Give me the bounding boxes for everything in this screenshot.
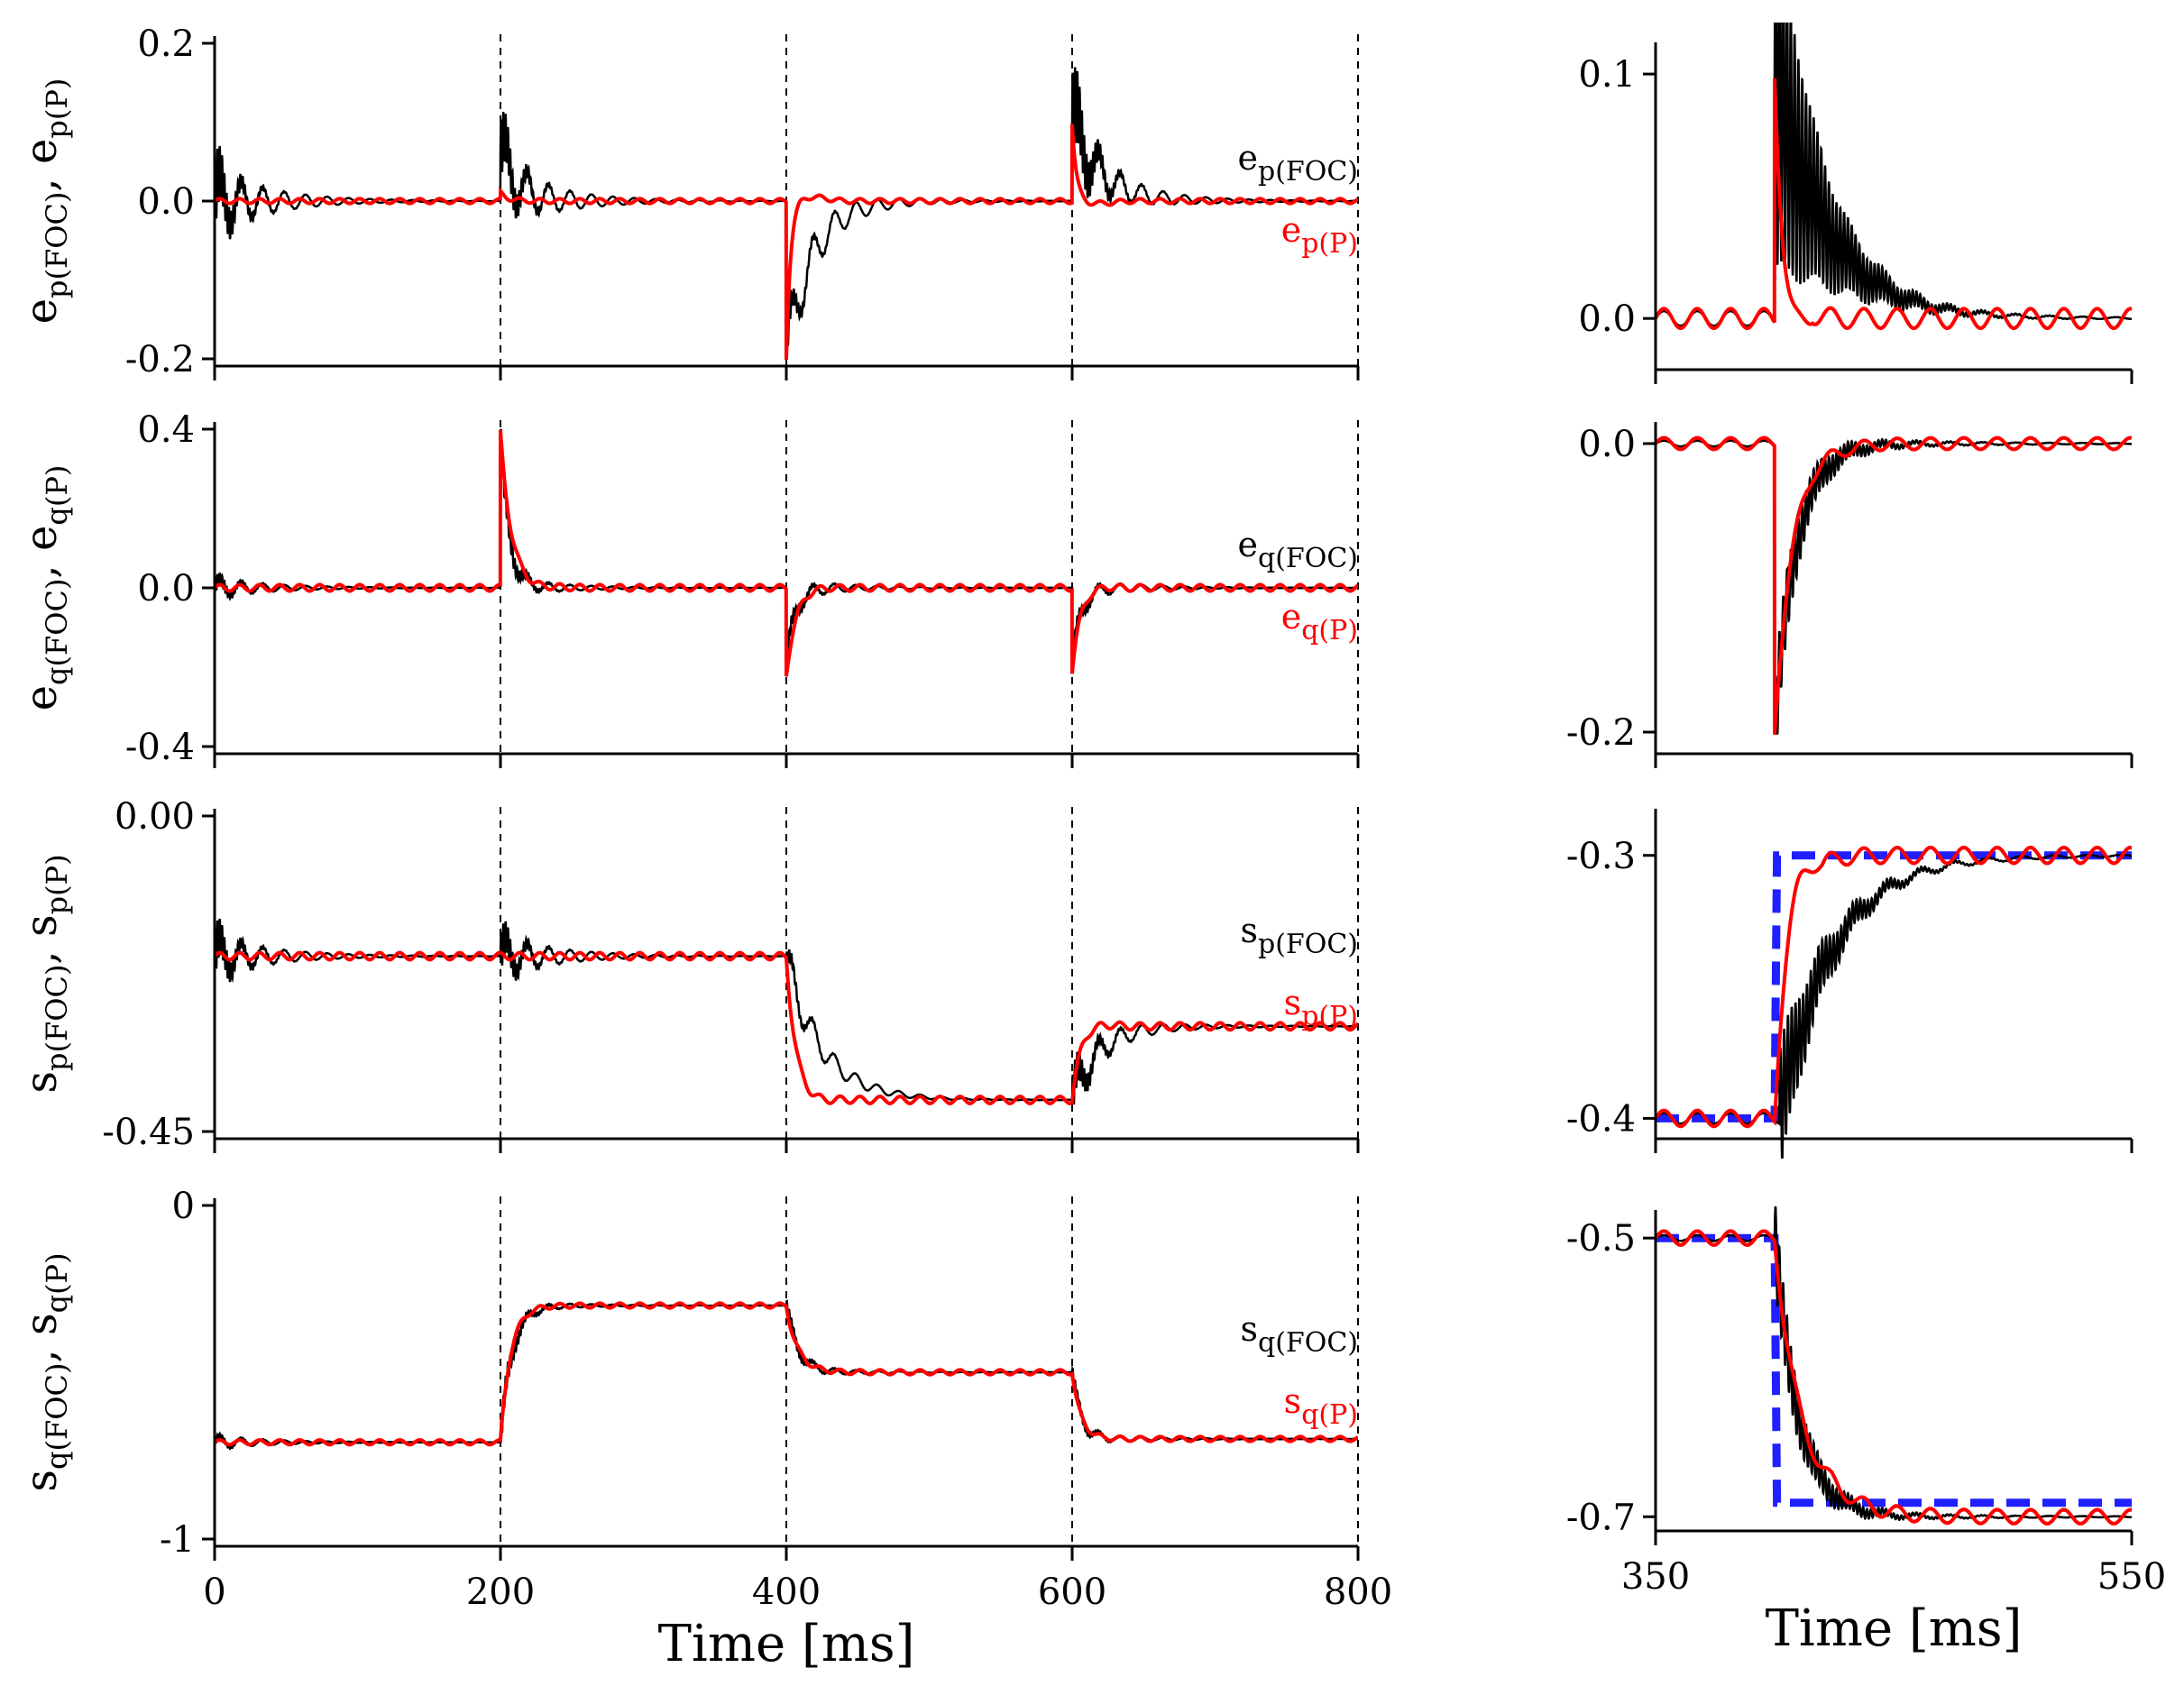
legend-main: s	[1284, 983, 1302, 1022]
y-label-mid: , e	[16, 526, 67, 579]
x-tick-label: 400	[752, 1571, 821, 1613]
legend-p: ep(P)	[1281, 210, 1358, 260]
y-tick-label: -0.2	[1566, 712, 1636, 754]
legend-main: s	[1284, 1381, 1302, 1421]
zoom-panel-1: 0.1 0.0	[1578, 23, 2134, 384]
legend-sub: p(P)	[1301, 1001, 1358, 1032]
foc-series	[1656, 437, 2132, 735]
x-tick-label: 550	[2097, 1556, 2166, 1598]
legend-main: e	[1238, 525, 1259, 564]
reference-series	[1656, 1233, 2132, 1507]
y-tick-label: -0.2	[125, 339, 195, 380]
legend-main: s	[1241, 911, 1259, 950]
x-tick-label: 0	[203, 1571, 225, 1613]
reference-series	[1656, 851, 2132, 1122]
panel-1: 0.20.0-0.2ep(FOC), ep(P)ep(FOC)ep(P)	[16, 23, 1360, 380]
y-tick-label: 0.0	[1578, 298, 1636, 340]
y-tick-label: -0.7	[1566, 1497, 1636, 1538]
y-tick-label: 0.1	[1578, 54, 1636, 96]
legend-main: e	[1238, 138, 1259, 178]
x-tick-label: 800	[1324, 1571, 1392, 1613]
y-tick-label: -1	[160, 1519, 195, 1561]
x-tick-label: 600	[1038, 1571, 1106, 1613]
legend-p: sq(P)	[1284, 1381, 1358, 1431]
y-tick-label: -0.5	[1566, 1218, 1636, 1260]
y-tick-label: 0	[172, 1186, 195, 1227]
y-label-main: e	[16, 298, 67, 324]
y-axis-title: ep(FOC), ep(P)	[16, 78, 74, 325]
y-label-sub1: p(FOC)	[40, 192, 74, 298]
y-label-sub1: q(FOC)	[40, 1363, 74, 1470]
legend-sub: q(FOC)	[1258, 1327, 1358, 1359]
y-tick-label: 0.0	[137, 181, 195, 223]
p-series	[215, 950, 1358, 1106]
p-series	[215, 1301, 1358, 1447]
legend-foc: sp(FOC)	[1241, 911, 1359, 960]
legend-sub: p(FOC)	[1258, 929, 1358, 960]
y-axis-title: sq(FOC), sq(P)	[16, 1252, 74, 1491]
legend-main: e	[1281, 210, 1302, 250]
y-tick-label: -0.4	[1566, 1098, 1636, 1140]
y-axis-title: sp(FOC), sp(P)	[16, 854, 74, 1093]
zoom-panel-3: -0.3 -0.4	[1566, 809, 2134, 1159]
y-tick-label: -0.3	[1566, 836, 1636, 877]
p-series	[1656, 846, 2132, 1129]
zoom-panel-4: -0.5 -0.7 350 550 Time [ms]	[1566, 1205, 2166, 1658]
legend-p: eq(P)	[1281, 597, 1358, 646]
y-label-sub1: p(FOC)	[40, 965, 74, 1071]
y-tick-label: 0.00	[115, 796, 195, 838]
y-label-sub2: p(P)	[40, 78, 74, 139]
y-label-main: e	[16, 685, 67, 710]
panel-2: 0.40.0-0.4eq(FOC), eq(P)eq(FOC)eq(P)	[16, 409, 1360, 768]
y-label-mid: , s	[16, 914, 67, 964]
legend-sub: p(P)	[1301, 228, 1358, 260]
legend-foc: ep(FOC)	[1238, 138, 1358, 188]
y-tick-label: 0.0	[1578, 424, 1636, 465]
p-series	[1656, 435, 2132, 735]
y-label-mid: , s	[16, 1313, 67, 1362]
y-tick-label: -0.45	[102, 1112, 195, 1153]
zoom-panel-2: 0.0 -0.2	[1566, 422, 2134, 768]
legend-sub: q(P)	[1301, 1399, 1358, 1431]
legend-sub: q(FOC)	[1258, 543, 1358, 574]
y-label-mid: , e	[16, 139, 67, 192]
y-label-main: s	[16, 1071, 67, 1094]
y-tick-label: 0.4	[137, 409, 195, 451]
y-label-sub1: q(FOC)	[40, 579, 74, 685]
y-label-sub2: p(P)	[40, 854, 74, 914]
foc-series	[1656, 23, 2132, 327]
y-tick-label: -0.4	[125, 727, 195, 768]
legend-p: sp(P)	[1284, 983, 1358, 1032]
y-label-main: s	[16, 1470, 67, 1492]
legend-sub: p(FOC)	[1258, 156, 1358, 188]
p-series	[215, 429, 1358, 677]
p-series	[215, 124, 1358, 361]
x-tick-label: 200	[466, 1571, 535, 1613]
legend-sub: q(P)	[1301, 615, 1358, 646]
x-tick-label: 350	[1621, 1556, 1690, 1598]
legend-main: e	[1281, 597, 1302, 637]
y-tick-label: 0.0	[137, 568, 195, 609]
p-series	[1656, 78, 2132, 330]
y-tick-label: 0.2	[137, 23, 195, 65]
x-axis-title: Time [ms]	[658, 1615, 915, 1673]
p-series	[1656, 1229, 2132, 1526]
y-axis-title: eq(FOC), eq(P)	[16, 465, 74, 711]
x-axis-title: Time [ms]	[1766, 1599, 2023, 1658]
legend-foc: sq(FOC)	[1241, 1309, 1359, 1359]
foc-series	[1656, 1205, 2132, 1521]
foc-series	[1656, 853, 2132, 1159]
legend-main: s	[1241, 1309, 1259, 1349]
y-label-sub2: q(P)	[40, 1252, 74, 1313]
legend-foc: eq(FOC)	[1238, 525, 1358, 574]
y-label-sub2: q(P)	[40, 465, 74, 526]
